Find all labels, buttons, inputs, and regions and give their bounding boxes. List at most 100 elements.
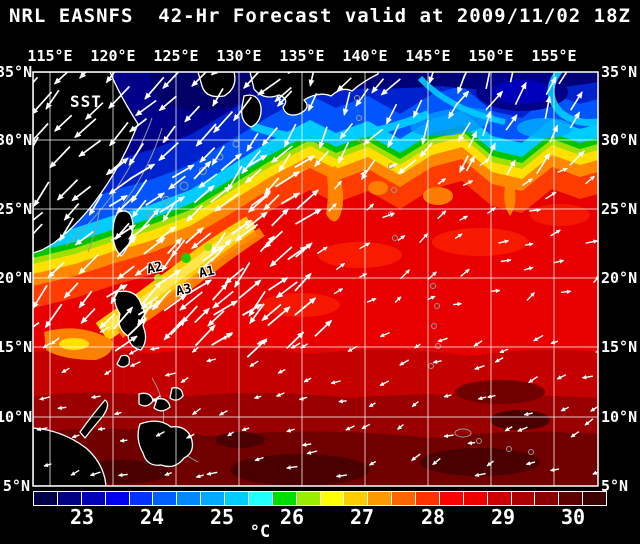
y-tick-right: 25°N [601, 200, 638, 218]
wind-arrow [241, 427, 250, 432]
wind-arrow [286, 331, 305, 350]
wind-arrow [261, 303, 282, 322]
x-tick: 125°E [153, 47, 199, 65]
wind-arrow [359, 242, 371, 250]
wind-arrow [78, 139, 102, 157]
wind-arrow [114, 335, 138, 352]
wind-arrow [39, 396, 50, 401]
wind-arrow [158, 141, 179, 161]
wind-arrow [212, 87, 224, 107]
wind-arrow [116, 265, 135, 280]
wind-arrow [268, 276, 289, 291]
wind-arrow [79, 72, 87, 79]
wind-arrow [553, 259, 565, 264]
wind-arrow [428, 72, 435, 84]
wind-arrow [307, 92, 318, 112]
wind-arrow [359, 273, 368, 278]
wind-arrow [110, 157, 129, 173]
wind-arrow [550, 340, 559, 345]
wind-arrow [544, 95, 552, 119]
wind-arrow [160, 253, 175, 272]
wind-arrow [53, 72, 69, 85]
wind-arrow [443, 433, 454, 439]
colorbar-tick: 30 [560, 505, 586, 529]
wind-arrow [333, 180, 343, 190]
wind-arrow [427, 271, 437, 281]
wind-arrow [91, 394, 101, 400]
wind-arrow [246, 132, 259, 152]
wind-arrow [63, 282, 79, 299]
wind-arrow [394, 296, 402, 304]
wind-arrow [213, 300, 238, 316]
wind-arrow [570, 431, 580, 438]
wind-arrow [335, 262, 346, 271]
land-china [33, 72, 139, 254]
wind-arrow [33, 181, 50, 207]
wind-arrow [328, 203, 337, 212]
wind-arrow [116, 236, 137, 258]
wind-arrow [560, 406, 570, 412]
wind-arrow [414, 343, 421, 349]
wind-arrow [130, 179, 148, 203]
wind-arrow [557, 167, 568, 173]
wind-arrow [43, 462, 52, 468]
wind-arrow [99, 313, 116, 329]
wind-arrow [245, 211, 268, 230]
wind-arrow [104, 369, 112, 376]
wind-arrow [281, 192, 301, 205]
wind-arrow [592, 275, 598, 284]
colorbar-cell [439, 492, 464, 505]
wind-arrow [337, 142, 350, 164]
colorbar-tick: 25 [209, 505, 235, 529]
wind-arrow [397, 234, 406, 241]
wind-arrow [263, 194, 280, 211]
y-tick-right: 10°N [601, 408, 638, 426]
y-tick-left: 10°N [0, 408, 33, 426]
wind-arrow [249, 360, 259, 368]
wind-arrow [482, 110, 492, 137]
wind-arrow [128, 348, 140, 355]
wind-arrow [455, 90, 470, 106]
colorbar-cell [559, 492, 584, 505]
wind-arrow [253, 395, 262, 400]
station-label-a3: A3 [174, 281, 194, 300]
y-tick-left: 15°N [0, 338, 33, 356]
wind-arrow [473, 340, 483, 347]
wind-arrow [44, 303, 63, 329]
wind-arrow [486, 206, 496, 215]
wind-arrow [306, 450, 318, 455]
wind-arrow [243, 72, 260, 89]
wind-arrow [113, 306, 134, 330]
wind-arrow [206, 358, 216, 363]
wind-arrow [355, 88, 369, 107]
wind-arrow [70, 469, 80, 476]
wind-arrow [278, 153, 291, 173]
wind-arrow [295, 189, 319, 211]
wind-arrow [210, 238, 232, 262]
wind-arrow [486, 142, 496, 162]
colorbar-cell [344, 492, 369, 505]
wind-arrow [244, 168, 262, 184]
wind-arrow [195, 123, 217, 147]
wind-arrow [145, 192, 165, 207]
wind-arrow [371, 78, 385, 94]
wind-arrow [234, 223, 259, 242]
wind-arrow [192, 407, 202, 416]
wind-arrow [549, 124, 559, 143]
wind-arrow [211, 145, 225, 166]
wind-arrow [137, 299, 163, 316]
y-tick-left: 30°N [0, 131, 33, 149]
wind-arrow [129, 118, 148, 133]
wind-arrow [247, 154, 268, 167]
wind-arrow [33, 321, 40, 328]
wind-arrow [362, 128, 384, 145]
wind-arrow [479, 158, 490, 167]
wind-arrow [158, 269, 182, 285]
wind-arrow [462, 180, 474, 187]
wind-arrow [97, 426, 106, 432]
wind-arrow [523, 411, 533, 417]
wind-arrow [509, 72, 514, 83]
colorbar-tick: 28 [420, 505, 446, 529]
wind-arrow [460, 268, 470, 277]
wind-arrow [110, 224, 136, 242]
